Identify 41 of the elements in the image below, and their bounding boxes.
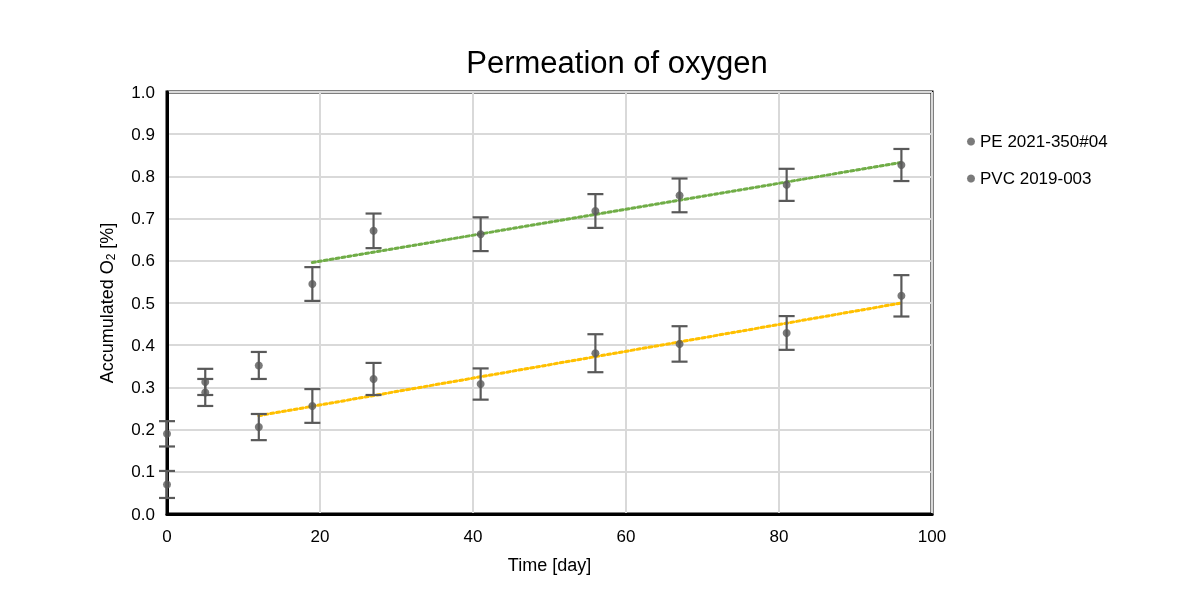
point [254, 423, 263, 432]
x-tick-label: 40 [463, 527, 483, 546]
y-tick-label: 0.9 [131, 124, 155, 144]
x-tick-label: 100 [917, 527, 947, 546]
point [163, 429, 171, 438]
point [675, 191, 684, 200]
legend-label: PE 2021-350#04 [980, 132, 1108, 151]
x-axis-title: Time [day] [507, 555, 592, 575]
y-tick-label: 1.0 [131, 82, 155, 102]
point [201, 388, 210, 397]
point [476, 230, 485, 239]
legend-label: PVC 2019-003 [980, 169, 1092, 188]
point [782, 180, 791, 189]
point [308, 280, 317, 289]
point [591, 207, 600, 215]
chart-title: Permeation of oxygen [466, 45, 768, 80]
y-tick-label: 0.5 [131, 293, 155, 313]
point [476, 380, 485, 389]
y-tick-label: 0.6 [131, 251, 155, 271]
y-tick-label: 0.3 [131, 377, 155, 397]
y-axis-title: Accumulated O2 [%] [97, 222, 118, 384]
point [591, 349, 600, 358]
point [897, 161, 906, 169]
point [897, 291, 906, 300]
y-tick-label: 0.2 [131, 420, 155, 440]
point [163, 480, 171, 489]
y-tick-label: 0.7 [131, 209, 155, 229]
y-tick-label: 0.1 [131, 462, 155, 482]
x-tick-label: 0 [162, 527, 172, 546]
point [369, 226, 378, 235]
y-tick-label: 0.8 [131, 166, 155, 186]
point [782, 328, 791, 337]
x-tick-label: 60 [616, 527, 636, 546]
x-tick-label: 20 [310, 527, 330, 546]
x-tick-label: 80 [769, 527, 789, 546]
point [369, 374, 378, 383]
y-tick-label: 0.0 [131, 504, 155, 524]
point [308, 401, 317, 410]
point [254, 361, 263, 370]
y-tick-label: 0.4 [131, 335, 155, 355]
point [675, 339, 684, 348]
